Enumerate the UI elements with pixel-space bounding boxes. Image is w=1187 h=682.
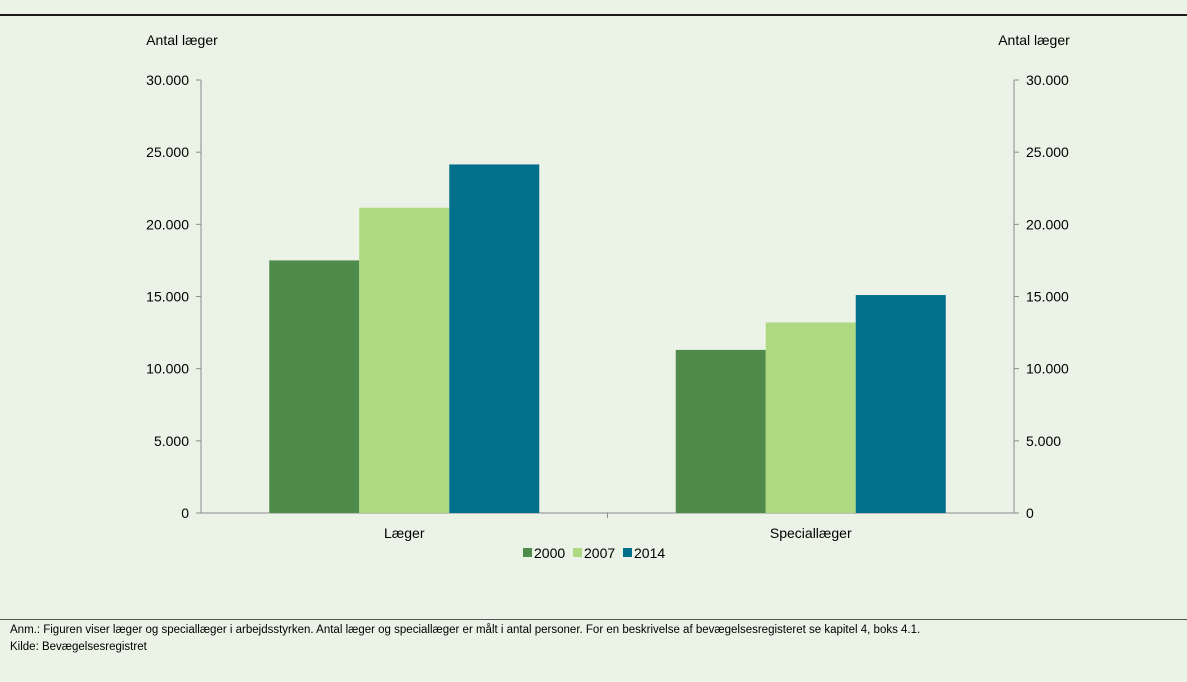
x-tick-label: Læger (384, 525, 425, 541)
legend-swatch-2014 (623, 548, 632, 557)
legend-swatch-2000 (523, 548, 532, 557)
y-tick-label-right: 15.000 (1026, 289, 1069, 305)
bar-2014-laeger (449, 164, 540, 513)
legend-label-2014: 2014 (634, 545, 665, 561)
y-tick-label-right: 30.000 (1026, 72, 1069, 88)
y-axis-title-right: Antal læger (998, 32, 1070, 48)
footer-rule (0, 619, 1187, 620)
y-tick-label-left: 15.000 (146, 289, 189, 305)
y-tick-label-right: 10.000 (1026, 361, 1069, 377)
y-tick-label-left: 5.000 (154, 433, 189, 449)
y-tick-label-left: 0 (181, 505, 189, 521)
legend-swatch-2007 (573, 548, 582, 557)
top-rule (0, 14, 1187, 16)
legend-label-2000: 2000 (534, 545, 565, 561)
chart-source: Kilde: Bevægelsesregistret (10, 641, 147, 653)
bar-2007-laeger (359, 207, 450, 514)
bar-chart: 0 0 5.000 5.000 10.000 10.000 15.000 15.000 20.0… (146, 32, 1070, 561)
bar-2014-speciallaeger (855, 295, 946, 513)
legend-label-2007: 2007 (584, 545, 615, 561)
y-tick-label-right: 0 (1026, 505, 1034, 521)
y-tick-label-left: 20.000 (146, 216, 189, 232)
y-tick-label-left: 30.000 (146, 72, 189, 88)
y-tick-label-left: 25.000 (146, 144, 189, 160)
chart-note: Anm.: Figuren viser læger og speciallæge… (10, 624, 921, 636)
x-tick-label: Speciallæger (770, 525, 852, 541)
y-tick-label-right: 25.000 (1026, 144, 1069, 160)
y-axis-title-left: Antal læger (146, 32, 218, 48)
bar-2007-speciallaeger (765, 322, 856, 513)
bar-2000-laeger (269, 260, 360, 513)
y-tick-label-right: 5.000 (1026, 433, 1061, 449)
bar-2000-speciallaeger (675, 349, 766, 513)
y-tick-label-right: 20.000 (1026, 216, 1069, 232)
y-tick-label-left: 10.000 (146, 361, 189, 377)
